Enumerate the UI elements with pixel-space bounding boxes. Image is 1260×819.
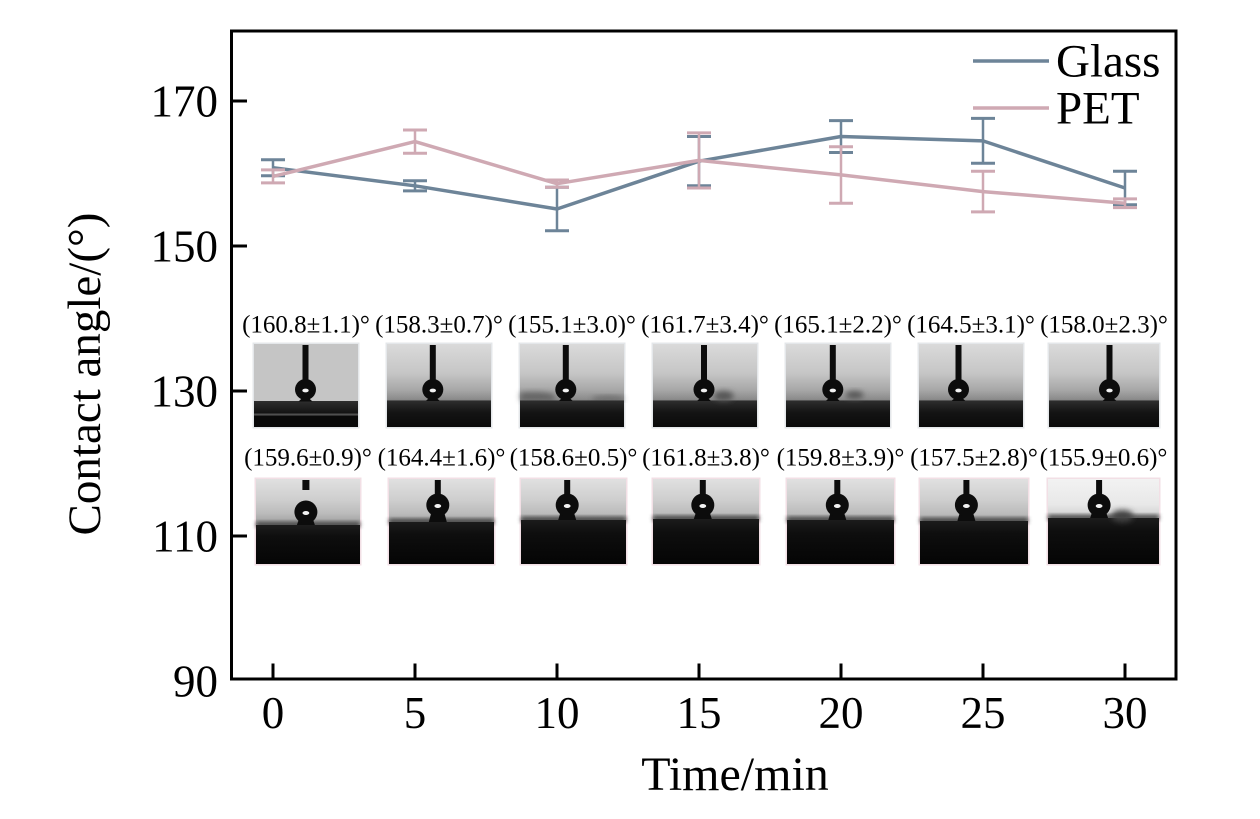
svg-text:15: 15 <box>677 688 722 738</box>
svg-text:0: 0 <box>262 688 285 738</box>
svg-text:20: 20 <box>819 688 864 738</box>
svg-text:(159.6±0.9)°: (159.6±0.9)° <box>244 445 372 472</box>
svg-text:10: 10 <box>535 688 580 738</box>
svg-text:90: 90 <box>173 657 218 707</box>
svg-text:Time/min: Time/min <box>641 748 829 801</box>
svg-text:25: 25 <box>961 688 1006 738</box>
svg-text:30: 30 <box>1103 688 1148 738</box>
svg-text:(164.5±3.1)°: (164.5±3.1)° <box>907 312 1035 339</box>
svg-text:(158.3±0.7)°: (158.3±0.7)° <box>375 312 503 339</box>
svg-text:(160.8±1.1)°: (160.8±1.1)° <box>242 312 370 339</box>
svg-text:(158.6±0.5)°: (158.6±0.5)° <box>510 445 638 472</box>
svg-text:PET: PET <box>1056 83 1140 135</box>
svg-text:(161.8±3.8)°: (161.8±3.8)° <box>642 445 770 472</box>
svg-text:(155.9±0.6)°: (155.9±0.6)° <box>1040 445 1168 472</box>
svg-text:(158.0±2.3)°: (158.0±2.3)° <box>1040 312 1168 339</box>
svg-text:(165.1±2.2)°: (165.1±2.2)° <box>774 312 902 339</box>
svg-text:(157.5±2.8)°: (157.5±2.8)° <box>910 445 1038 472</box>
svg-text:110: 110 <box>152 512 218 562</box>
svg-text:(155.1±3.0)°: (155.1±3.0)° <box>508 312 636 339</box>
svg-text:150: 150 <box>151 222 219 272</box>
svg-text:Glass: Glass <box>1056 36 1160 88</box>
svg-text:130: 130 <box>151 367 219 417</box>
svg-text:(164.4±1.6)°: (164.4±1.6)° <box>378 445 506 472</box>
svg-text:5: 5 <box>404 688 427 738</box>
svg-text:Contact angle/(°): Contact angle/(°) <box>59 213 111 536</box>
svg-text:(161.7±3.4)°: (161.7±3.4)° <box>641 312 769 339</box>
svg-text:(159.8±3.9)°: (159.8±3.9)° <box>777 445 905 472</box>
svg-text:170: 170 <box>151 77 219 127</box>
